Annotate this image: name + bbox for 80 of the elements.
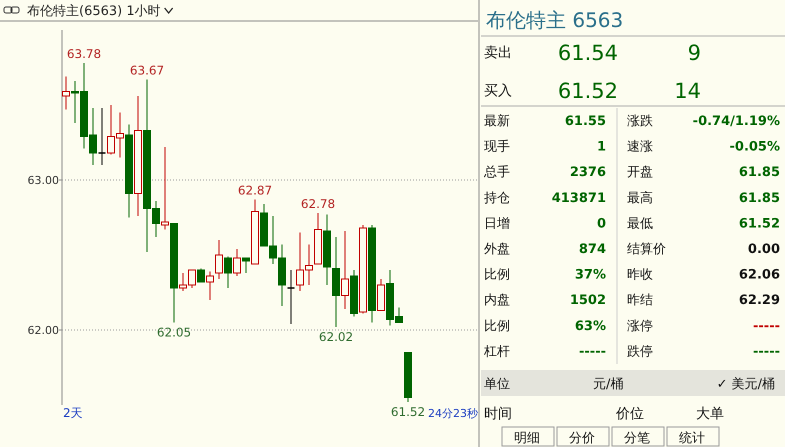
text: 最新: [484, 114, 510, 129]
text: 日增: [484, 216, 510, 232]
text: 杠杆: [483, 344, 510, 360]
text: 总手: [483, 165, 510, 180]
text: 分价: [569, 431, 595, 446]
text: 大单: [696, 406, 724, 422]
text: 61.54: [558, 41, 618, 65]
candlestick: [242, 258, 250, 274]
candlestick: [161, 146, 169, 230]
y-tick-label: 63.00: [28, 174, 59, 187]
text: -----: [579, 344, 606, 360]
text: 比例: [484, 318, 510, 334]
text: 单位: [484, 377, 510, 392]
text: 最高: [627, 190, 653, 206]
text: 0: [596, 216, 606, 232]
candlestick: [215, 240, 223, 280]
candlestick: [224, 256, 232, 288]
text: 61.55: [564, 114, 606, 129]
text: 元/桶: [593, 377, 624, 392]
chart-title: 布伦特主(6563) 1小时: [27, 3, 161, 19]
text: -0.74/1.19%: [692, 114, 780, 129]
candlestick: [206, 271, 214, 300]
candlestick: [98, 108, 106, 166]
text: 413871: [552, 190, 606, 206]
text: 1502: [570, 293, 606, 308]
text: 涨跌: [627, 114, 653, 129]
text: 卖出: [484, 45, 512, 61]
text: 比例: [484, 268, 510, 283]
text: 14: [674, 79, 701, 103]
y-tick-label: 62.00: [28, 324, 59, 337]
text: 2376: [570, 165, 606, 180]
text: 61.85: [738, 190, 780, 206]
text: 涨停: [627, 318, 653, 334]
annotation: 62.87: [238, 184, 272, 198]
annotation: 62.78: [300, 197, 336, 211]
text: 24分23秒: [428, 407, 478, 420]
text: 跌停: [627, 344, 653, 360]
text: 61.85: [738, 165, 780, 180]
annotation: 63.67: [130, 64, 164, 78]
text: 1: [596, 140, 606, 155]
text: 61.52: [738, 216, 780, 232]
text: 价位: [615, 406, 644, 422]
annotation: 62.02: [318, 330, 354, 344]
text: 开盘: [627, 165, 653, 180]
text: 2天: [63, 406, 83, 420]
text: 61.52: [558, 79, 618, 103]
text: -0.05%: [730, 140, 780, 155]
text: 874: [578, 242, 606, 257]
text: ✓ 美元/桶: [716, 376, 775, 392]
text: 时间: [484, 406, 512, 422]
text: 明细: [514, 431, 540, 446]
text: 结算价: [627, 242, 666, 257]
text: -----: [753, 318, 780, 334]
text: 买入: [484, 83, 512, 99]
text: -----: [753, 344, 780, 360]
text: 内盘: [484, 293, 510, 308]
candlestick: [341, 230, 349, 310]
annotation: 63.78: [66, 47, 102, 61]
text: 布伦特主 6563: [486, 8, 624, 32]
text: 速涨: [627, 140, 653, 155]
text: 63%: [574, 318, 606, 334]
text: 37%: [574, 268, 606, 283]
text: 分笔: [624, 431, 650, 446]
text: 外盘: [484, 242, 510, 257]
text: 昨收: [627, 268, 653, 283]
text: 9: [688, 41, 701, 65]
annotation: 61.52: [390, 405, 426, 419]
text: 持仓: [484, 190, 510, 206]
candlestick: [233, 248, 241, 276]
annotation: 62.05: [156, 326, 192, 340]
text: 最低: [627, 216, 653, 232]
text: 现手: [484, 140, 510, 155]
text: 62.06: [738, 268, 780, 283]
candlestick: [197, 268, 205, 282]
text: 0.00: [748, 242, 780, 257]
text: 62.29: [738, 293, 780, 308]
text: 统计: [679, 431, 705, 446]
candlestick: [62, 76, 70, 110]
candlestick: [286, 270, 296, 324]
text: 昨结: [627, 293, 653, 308]
